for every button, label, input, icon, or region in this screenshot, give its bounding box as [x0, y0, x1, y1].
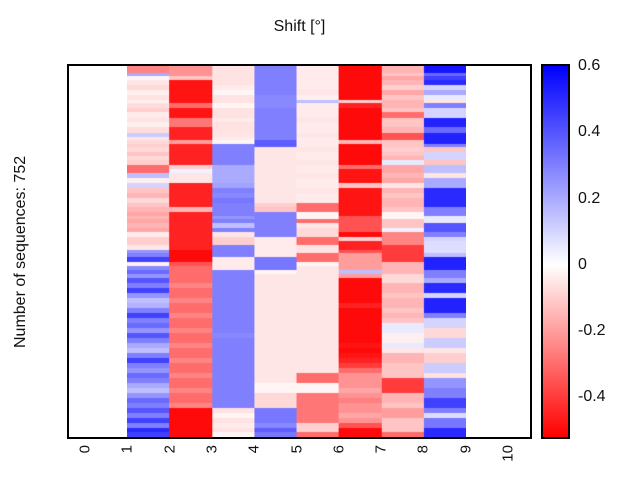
colorbar-tick-label: 0.4	[578, 123, 601, 141]
chart-title: Shift [°]	[273, 18, 326, 35]
y-axis-label: Number of sequences: 752	[12, 155, 29, 348]
x-tick-label: 10	[499, 445, 517, 462]
x-tick-label: 5	[288, 445, 306, 454]
x-tick-label: 0	[76, 445, 94, 454]
x-axis-tick-labels: 0 1 2 3 4 5 6 7 8 9 10	[69, 445, 530, 477]
colorbar-tick-label: 0.2	[578, 189, 601, 207]
x-tick-label: 6	[330, 445, 348, 454]
x-tick-label: 8	[414, 445, 432, 454]
x-tick-label: 3	[203, 445, 221, 454]
colorbar-tick-label: 0.6	[578, 57, 601, 74]
heatmap-canvas	[127, 66, 466, 437]
plot-area	[67, 64, 532, 439]
x-tick-label: 9	[457, 445, 475, 454]
colorbar-tick-label: 0	[578, 255, 587, 273]
x-tick-label: 7	[372, 445, 390, 454]
colorbar-tick-label: -0.4	[578, 388, 606, 406]
x-tick-label: 1	[118, 445, 136, 454]
colorbar	[541, 64, 570, 439]
colorbar-tick-labels: 0.6 0.4 0.2 0 -0.2 -0.4	[578, 57, 638, 437]
x-tick-label: 2	[161, 445, 179, 454]
x-tick-label: 4	[245, 445, 263, 454]
colorbar-tick-label: -0.2	[578, 322, 606, 339]
